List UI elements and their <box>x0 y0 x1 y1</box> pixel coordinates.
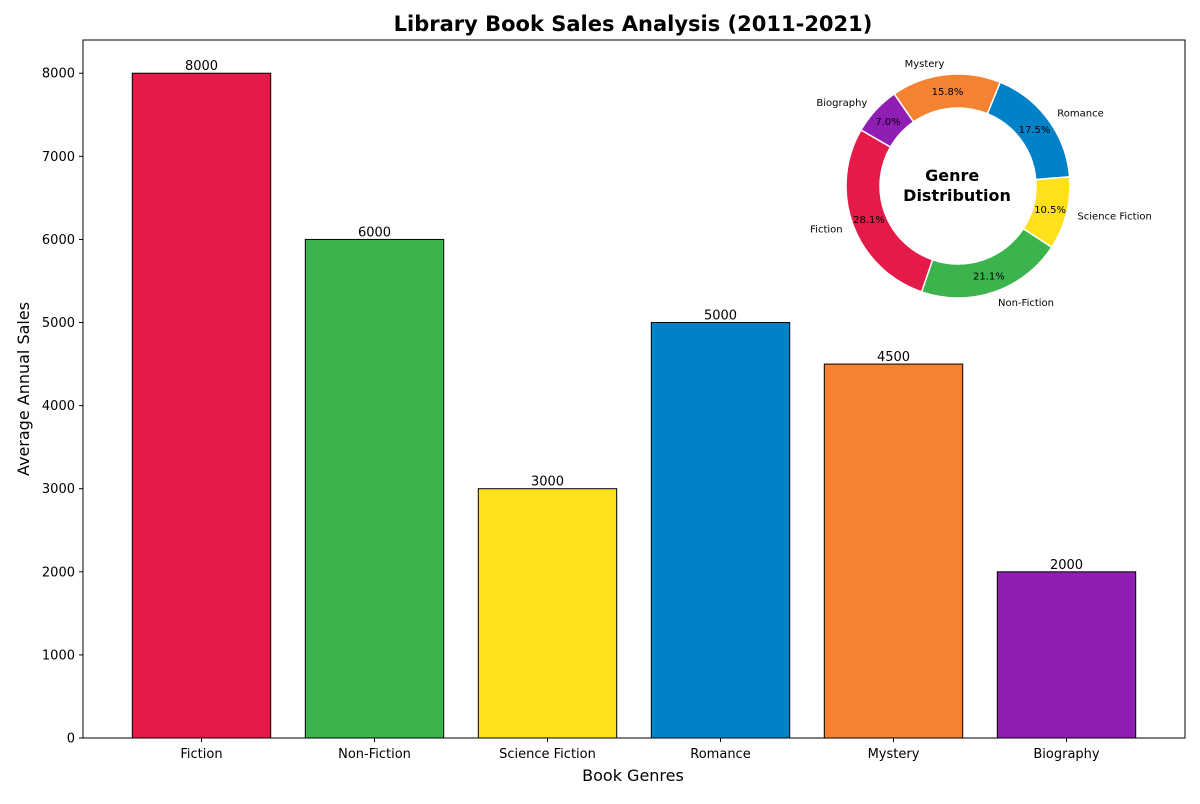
donut-category-label: Romance <box>1057 109 1103 120</box>
chart-title: Library Book Sales Analysis (2011-2021) <box>394 12 873 36</box>
bar-science-fiction <box>477 488 618 739</box>
donut-slice-non-fiction <box>920 227 1053 299</box>
x-axis-title: Book Genres <box>582 766 684 785</box>
y-tick-label: 4000 <box>42 399 75 414</box>
x-tick-label: Science Fiction <box>499 747 596 762</box>
bar-mystery <box>823 363 964 739</box>
bar-value-labels: 8000 6000 3000 5000 4500 2000 <box>185 59 1083 573</box>
donut-center-title: Genre Distribution <box>903 166 1011 205</box>
bar-value-label: 8000 <box>185 59 218 74</box>
donut-category-label: Fiction <box>810 225 842 236</box>
donut-labels: 28.1% Fiction 21.1% Non-Fiction 10.5% Science… <box>810 59 1152 309</box>
donut-slice-fiction <box>845 128 934 293</box>
x-tick-label: Biography <box>1033 747 1100 762</box>
donut-slices <box>845 73 1071 299</box>
donut-title-line-1: Genre <box>925 166 979 185</box>
x-tick-label: Romance <box>690 747 750 762</box>
y-tick-label: 8000 <box>42 67 75 82</box>
x-tick-label: Fiction <box>180 747 222 762</box>
bars <box>131 72 1137 739</box>
donut-percent-label: 10.5% <box>1034 205 1066 216</box>
y-axis: 0 1000 2000 3000 4000 5000 6000 7000 8000 <box>42 67 83 747</box>
donut-percent-label: 21.1% <box>973 271 1005 282</box>
bar-value-label: 3000 <box>531 475 564 490</box>
donut-percent-label: 17.5% <box>1019 125 1051 136</box>
x-tick-label: Mystery <box>868 747 920 762</box>
y-tick-label: 1000 <box>42 648 75 663</box>
donut-percent-label: 7.0% <box>875 117 900 128</box>
plot-frame <box>82 39 1186 739</box>
bar-romance <box>650 322 791 739</box>
donut-category-label: Mystery <box>905 59 945 70</box>
y-tick-label: 0 <box>67 732 75 747</box>
donut-slice-biography <box>859 92 915 149</box>
bar-value-label: 5000 <box>704 309 737 324</box>
donut-category-label: Non-Fiction <box>998 298 1054 309</box>
bar-value-label: 2000 <box>1050 558 1083 573</box>
y-tick-label: 5000 <box>42 316 75 331</box>
bar-plot: 8000 6000 3000 5000 4500 2000 0 1000 2000 3000 40… <box>42 39 1186 762</box>
donut-category-label: Biography <box>816 98 867 109</box>
bar-non-fiction <box>304 238 445 739</box>
y-tick-label: 7000 <box>42 150 75 165</box>
y-tick-label: 6000 <box>42 233 75 248</box>
donut-chart: 28.1% Fiction 21.1% Non-Fiction 10.5% Science… <box>810 59 1152 309</box>
x-tick-label: Non-Fiction <box>338 747 411 762</box>
bar-fiction <box>131 72 272 739</box>
bar-value-label: 6000 <box>358 225 391 240</box>
bar-value-label: 4500 <box>877 350 910 365</box>
donut-title-line-2: Distribution <box>903 186 1011 205</box>
y-tick-label: 2000 <box>42 565 75 580</box>
bar-biography <box>996 571 1137 739</box>
donut-percent-label: 28.1% <box>853 215 885 226</box>
donut-category-label: Science Fiction <box>1077 212 1151 223</box>
y-axis-title: Average Annual Sales <box>14 302 33 476</box>
x-axis: Fiction Non-Fiction Science Fiction Romance… <box>180 738 1100 762</box>
y-tick-label: 3000 <box>42 482 75 497</box>
donut-percent-label: 15.8% <box>932 87 964 98</box>
